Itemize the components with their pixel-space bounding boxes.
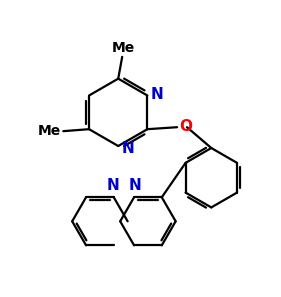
Text: Me: Me	[112, 41, 135, 55]
Text: N: N	[129, 178, 141, 193]
Text: N: N	[150, 87, 163, 102]
Text: N: N	[121, 140, 134, 156]
Text: Me: Me	[38, 124, 61, 138]
Text: O: O	[179, 119, 192, 134]
Text: N: N	[106, 178, 119, 193]
